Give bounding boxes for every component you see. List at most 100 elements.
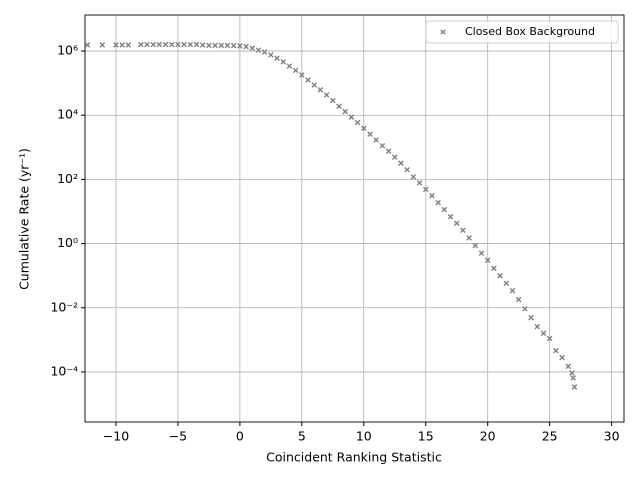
x-tick-label: −5 <box>169 429 187 444</box>
data-point <box>569 370 575 376</box>
x-tick-label: 25 <box>542 429 558 444</box>
y-axis-label: Cumulative Rate (yr⁻¹) <box>17 148 32 290</box>
data-point <box>472 242 479 249</box>
data-point <box>193 41 200 48</box>
data-point <box>212 42 218 49</box>
plot-frame <box>84 14 625 423</box>
data-point <box>187 41 194 48</box>
data-point <box>175 41 181 48</box>
data-point <box>367 131 373 137</box>
data-point <box>416 180 423 186</box>
data-point <box>404 166 410 173</box>
data-point <box>299 72 305 78</box>
legend: Closed Box Background <box>425 20 619 44</box>
data-point <box>435 199 441 206</box>
data-point <box>565 363 572 370</box>
legend-frame <box>425 20 619 44</box>
data-point <box>237 43 243 49</box>
data-point <box>311 82 318 88</box>
data-point <box>429 192 435 199</box>
legend-label: Closed Box Background <box>465 25 595 38</box>
data-point <box>540 330 547 337</box>
data-point <box>509 287 516 294</box>
data-point <box>447 213 454 220</box>
data-point <box>391 154 398 161</box>
data-point <box>410 174 417 180</box>
data-point <box>342 108 349 115</box>
data-point <box>280 59 287 65</box>
data-point <box>119 42 125 48</box>
x-tick-label: 30 <box>604 429 620 444</box>
data-point <box>553 347 559 354</box>
data-point <box>206 42 212 49</box>
data-point <box>484 257 491 264</box>
data-point <box>330 97 336 104</box>
x-tick-label: 0 <box>236 429 244 444</box>
data-point <box>249 45 256 51</box>
data-point <box>144 41 150 48</box>
data-point <box>491 265 497 272</box>
data-point <box>570 375 576 381</box>
data-point <box>460 227 466 234</box>
data-point <box>181 41 187 48</box>
data-point <box>99 42 106 48</box>
x-axis-label: Coincident Ranking Statistic <box>266 450 442 465</box>
data-point <box>224 42 231 49</box>
data-point <box>162 41 169 48</box>
data-point <box>441 206 448 213</box>
data-point <box>274 55 280 61</box>
data-point <box>503 280 510 287</box>
data-point <box>156 41 163 48</box>
y-tick-label: 10² <box>57 171 78 186</box>
data-point <box>150 41 156 48</box>
data-point <box>268 52 274 58</box>
x-tick-label: 15 <box>418 429 434 444</box>
data-point <box>466 235 472 241</box>
y-tick-label: 10⁻⁴ <box>50 363 78 378</box>
x-tick-label: 10 <box>356 429 372 444</box>
data-point <box>168 41 175 48</box>
data-point <box>398 160 404 166</box>
data-point <box>286 63 293 69</box>
data-point <box>546 335 553 342</box>
y-tick-label: 10⁴ <box>57 107 78 122</box>
data-point <box>453 220 460 227</box>
data-point <box>261 49 268 55</box>
y-tick-label: 10⁻² <box>50 299 78 314</box>
data-point <box>336 103 342 110</box>
data-point <box>323 92 330 98</box>
data-point <box>230 42 237 49</box>
y-tick-label: 10⁶ <box>57 43 78 58</box>
x-tick-label: 20 <box>480 429 496 444</box>
data-point <box>218 42 225 49</box>
data-point <box>137 41 144 48</box>
data-point <box>317 87 324 93</box>
data-point <box>528 314 534 321</box>
legend-marker <box>440 29 446 35</box>
data-point <box>478 250 485 257</box>
data-point <box>571 384 578 390</box>
y-tick-label: 10⁰ <box>57 235 78 250</box>
data-point <box>559 354 565 361</box>
data-point <box>305 77 311 83</box>
data-point <box>255 47 262 53</box>
data-point <box>534 323 541 330</box>
data-point <box>379 142 386 149</box>
x-tick-label: −10 <box>103 429 129 444</box>
data-point <box>125 42 132 48</box>
data-point <box>497 272 503 279</box>
data-point <box>243 43 249 50</box>
data-point <box>522 305 528 312</box>
data-point <box>422 186 429 193</box>
data-point <box>515 296 522 303</box>
data-point <box>199 42 206 48</box>
x-tick-label: 5 <box>298 429 306 444</box>
data-point <box>360 125 367 132</box>
data-point <box>373 137 379 143</box>
data-point <box>348 114 355 120</box>
data-point <box>354 119 361 126</box>
data-point <box>113 42 119 48</box>
data-point <box>84 42 91 48</box>
data-point <box>292 67 299 74</box>
